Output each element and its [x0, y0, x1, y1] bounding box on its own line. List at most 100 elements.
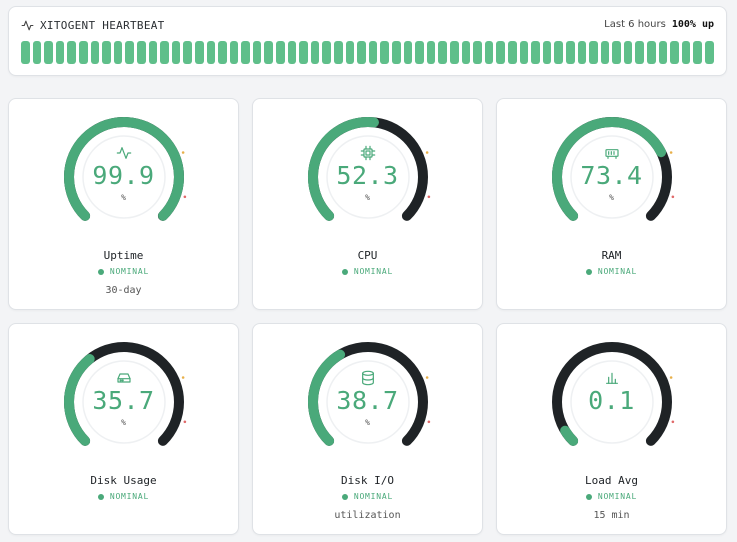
heartbeat-bar[interactable] [113, 41, 123, 64]
heartbeat-bar[interactable] [542, 41, 552, 64]
heartbeat-bar[interactable] [415, 41, 424, 64]
uptime-summary: 100% up [671, 19, 714, 30]
heartbeat-bar[interactable] [136, 41, 146, 64]
heartbeat-bar[interactable] [461, 41, 471, 64]
heartbeat-bar[interactable] [589, 41, 598, 64]
gauge-inner-ring [325, 360, 410, 444]
heartbeat-bar[interactable] [368, 41, 378, 64]
heartbeat-bar[interactable] [310, 41, 320, 64]
heartbeat-bar[interactable] [78, 41, 88, 64]
gauge-inner-ring [325, 135, 410, 219]
heartbeat-bar[interactable] [647, 41, 656, 64]
heartbeat-bar[interactable] [357, 41, 366, 64]
heartbeat-bar[interactable] [67, 41, 76, 64]
threshold-tick [669, 376, 672, 379]
status-badge: NOMINAL [497, 267, 726, 276]
threshold-tick [183, 195, 186, 199]
heartbeat-bar[interactable] [299, 41, 308, 64]
heartbeat-bar[interactable] [32, 41, 42, 64]
heartbeat-bar[interactable] [612, 41, 621, 64]
heartbeat-bar[interactable] [635, 41, 645, 64]
heartbeat-bar[interactable] [380, 41, 389, 64]
heartbeat-bar[interactable] [496, 41, 505, 64]
heartbeat-bar[interactable] [102, 41, 111, 64]
gauge-value: 99.9 [92, 161, 155, 190]
heartbeat-bar[interactable] [206, 41, 216, 64]
status-text: NOMINAL [109, 267, 150, 276]
status-text: NOMINAL [353, 267, 394, 276]
status-dot [585, 493, 592, 500]
heartbeat-bar[interactable] [449, 41, 459, 64]
gauge-unit: % [121, 418, 126, 427]
gauge-dial [551, 342, 674, 446]
activity-icon [116, 147, 131, 159]
heartbeat-bar[interactable] [264, 41, 274, 64]
gauge-card-disk-usage: 35.7 % Disk Usage NOMINAL [8, 323, 239, 535]
gauge-subtitle: 30-day [105, 285, 142, 296]
gauge-card-disk-io: 38.7 % Disk I/O NOMINAL utilization [252, 323, 483, 535]
heartbeat-bar[interactable] [554, 41, 563, 64]
heartbeat-bar[interactable] [473, 41, 482, 64]
heartbeat-bar[interactable] [218, 41, 227, 64]
heartbeat-bar[interactable] [403, 41, 413, 64]
heartbeat-bar[interactable] [484, 41, 494, 64]
heartbeat-title: XITOGENT HEARTBEAT [40, 19, 165, 32]
heartbeat-bar[interactable] [252, 41, 262, 64]
heartbeat-bar[interactable] [658, 41, 668, 64]
gauge-value-arc [307, 117, 379, 221]
status-dot [341, 268, 348, 275]
hard-drive-icon [116, 373, 131, 383]
heartbeat-bar[interactable] [44, 41, 53, 64]
heartbeat-bar[interactable] [392, 41, 401, 64]
gauge-label: Uptime [103, 249, 144, 262]
status-dot [97, 493, 104, 500]
status-dot [97, 268, 104, 275]
activity-icon [21, 20, 34, 31]
gauge-subtitle: utilization [334, 510, 401, 521]
heartbeat-bar[interactable] [241, 41, 250, 64]
heartbeat-bar[interactable] [21, 41, 30, 64]
heartbeat-bar[interactable] [507, 41, 517, 64]
heartbeat-bar[interactable] [623, 41, 633, 64]
heartbeat-panel: XITOGENT HEARTBEAT Last 6 hours 100% up [8, 6, 727, 76]
heartbeat-bar[interactable] [670, 41, 679, 64]
heartbeat-bar[interactable] [519, 41, 529, 64]
cpu-icon [360, 145, 375, 161]
heartbeat-bar[interactable] [148, 41, 158, 64]
heartbeat-bar[interactable] [600, 41, 610, 64]
gauge-value: 38.7 [336, 386, 399, 415]
heartbeat-bar[interactable] [125, 41, 134, 64]
heartbeat-bar[interactable] [426, 41, 436, 64]
gauge-value-arc [559, 425, 578, 446]
heartbeat-bar[interactable] [705, 41, 714, 64]
gauge-dial [63, 117, 186, 221]
heartbeat-bar[interactable] [322, 41, 332, 64]
heartbeat-bar[interactable] [345, 41, 355, 64]
heartbeat-bar[interactable] [577, 41, 587, 64]
heartbeat-bar[interactable] [287, 41, 297, 64]
heartbeat-bars [21, 41, 714, 64]
heartbeat-bar[interactable] [531, 41, 540, 64]
heartbeat-bar[interactable] [90, 41, 100, 64]
heartbeat-bar[interactable] [229, 41, 239, 64]
gauge-dial [307, 342, 430, 446]
time-range: Last 6 hours [604, 19, 666, 30]
memory-icon [604, 149, 619, 159]
database-icon [361, 370, 374, 386]
gauge-unit: % [365, 418, 370, 427]
heartbeat-bar[interactable] [334, 41, 343, 64]
heartbeat-bar[interactable] [693, 41, 703, 64]
gauge-label: Disk I/O [341, 474, 394, 487]
heartbeat-bar[interactable] [565, 41, 575, 64]
heartbeat-bar[interactable] [183, 41, 192, 64]
heartbeat-bar[interactable] [276, 41, 285, 64]
heartbeat-bar[interactable] [55, 41, 65, 64]
heartbeat-bar[interactable] [681, 41, 691, 64]
heartbeat-bar[interactable] [160, 41, 169, 64]
heartbeat-bar[interactable] [194, 41, 204, 64]
heartbeat-bar[interactable] [438, 41, 447, 64]
gauge-value: 35.7 [92, 386, 155, 415]
gauge-inner-ring [569, 135, 654, 219]
gauge-dial [551, 117, 674, 221]
heartbeat-bar[interactable] [171, 41, 181, 64]
